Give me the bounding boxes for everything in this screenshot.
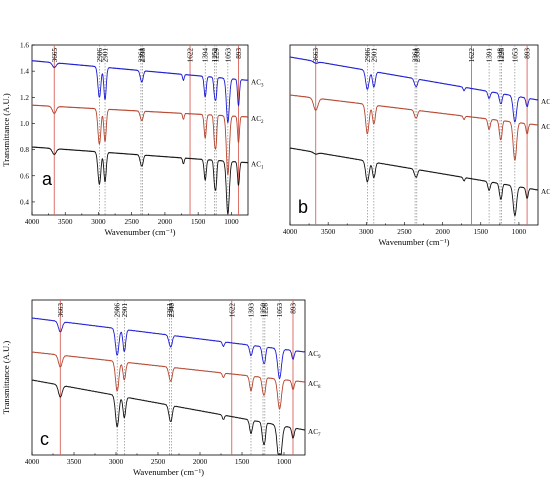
x-tick-label: 3500 [321, 228, 336, 236]
x-axis-title: Wavenumber (cm⁻¹) [133, 467, 204, 477]
series-label: AC5 [541, 123, 550, 133]
peak-marker-label: 1053 [224, 48, 232, 63]
y-tick-label: 1.4 [20, 68, 29, 76]
peak-marker-label: 1394 [202, 48, 210, 63]
x-axis-title: Wavenumber (cm⁻¹) [378, 237, 449, 247]
x-tick-label: 2500 [397, 228, 412, 236]
series-label: AC6 [541, 98, 550, 108]
peak-marker-label: 3663 [312, 48, 320, 63]
peak-marker-label: 2361 [412, 48, 420, 63]
peak-marker-label: 1393 [247, 303, 255, 318]
y-tick-label: 0.8 [20, 146, 29, 154]
x-tick-label: 1000 [224, 218, 239, 226]
peak-marker-label: 1391 [486, 48, 494, 63]
x-tick-label: 2500 [125, 218, 140, 226]
series-line-ac6 [289, 56, 539, 123]
x-tick-label: 4000 [25, 458, 40, 466]
series-line-ac5 [289, 94, 539, 161]
y-tick-label: 1.0 [20, 120, 29, 128]
y-tick-label: 1.2 [20, 94, 29, 102]
series-line-ac3 [31, 60, 249, 123]
series-label: AC7 [308, 428, 321, 438]
peak-marker-label: 893 [235, 48, 243, 59]
peak-marker-label: 2361 [137, 48, 145, 63]
y-tick-label: 0.6 [20, 172, 29, 180]
peak-marker-label: 1248 [496, 48, 504, 63]
peak-marker-label: 2338 [139, 48, 147, 63]
x-tick-label: 1500 [474, 228, 489, 236]
x-tick-label: 4000 [25, 218, 40, 226]
peak-marker-label: 2338 [413, 48, 421, 63]
peak-marker-label: 2340 [168, 303, 176, 318]
x-tick-label: 1500 [191, 218, 206, 226]
x-tick-label: 1000 [512, 228, 527, 236]
peak-marker-label: 1622 [187, 48, 195, 63]
x-axis-title: Wavenumber (cm⁻¹) [104, 227, 175, 237]
y-axis-title: Transmittance (A.U.) [1, 341, 11, 415]
peak-marker-label: 2986 [96, 48, 104, 63]
series-label: AC3 [251, 78, 264, 88]
series-line-ac2 [31, 104, 249, 176]
peak-marker-label: 1053 [276, 303, 284, 318]
peak-marker-label: 1053 [511, 48, 519, 63]
peak-marker-label: 1229 [213, 48, 221, 63]
panel-c: 4000 3500 3000 2500 2000 1500 1000 Wavenumber (… [1, 299, 321, 477]
series-line-ac9 [31, 317, 306, 379]
panel-label: b [298, 197, 308, 217]
y-axis-title: Transmittance (A.U.) [1, 93, 11, 167]
series-label: AC1 [251, 161, 264, 171]
plot-frame [31, 299, 306, 456]
panel-a: 4000 3500 3000 2500 2000 1500 1000 0.4 0.6 0.8 1.0… [1, 42, 264, 238]
peak-marker-label: 1228 [498, 48, 506, 63]
x-tick-label: 2000 [435, 228, 450, 236]
peak-marker-label: 2901 [102, 48, 110, 63]
series-line-ac8 [31, 351, 306, 410]
x-tick-label: 2000 [158, 218, 173, 226]
peak-marker-label: 2986 [114, 303, 122, 318]
peak-marker-label: 893 [524, 48, 532, 59]
peak-marker-label: 2361 [166, 303, 174, 318]
plot-frame [289, 44, 539, 226]
panel-b: 4000 3500 3000 2500 2000 1500 1000 Wavenumber (… [283, 44, 550, 247]
peak-marker-label: 3665 [51, 48, 59, 63]
y-tick-label: 1.6 [20, 42, 29, 50]
panel-label: a [42, 169, 53, 189]
peak-marker-label: 1228 [261, 303, 269, 318]
peak-marker-label: 1250 [260, 303, 268, 318]
peak-marker-label: 1252 [211, 48, 219, 63]
x-tick-label: 2000 [193, 458, 208, 466]
x-tick-label: 3500 [67, 458, 82, 466]
peak-marker-label: 3663 [57, 303, 65, 318]
series-line-ac7 [31, 379, 305, 455]
x-tick-label: 3000 [109, 458, 124, 466]
series-label: AC9 [308, 350, 321, 360]
x-tick-label: 1500 [235, 458, 250, 466]
x-tick-label: 3000 [359, 228, 374, 236]
y-tick-label: 0.4 [20, 198, 29, 206]
peak-marker-label: 893 [289, 303, 297, 314]
plot-frame [31, 44, 249, 216]
series-line-ac4 [289, 147, 538, 217]
peak-marker-label: 1622 [228, 303, 236, 318]
series-line-ac1 [31, 146, 249, 215]
x-tick-label: 2500 [151, 458, 166, 466]
panel-label: c [40, 429, 49, 449]
peak-marker-label: 2986 [364, 48, 372, 63]
x-tick-label: 3500 [58, 218, 73, 226]
x-tick-label: 4000 [283, 228, 298, 236]
series-label: AC8 [308, 380, 321, 390]
x-tick-label: 1000 [277, 458, 292, 466]
series-label: AC4 [541, 188, 550, 198]
x-tick-label: 3000 [91, 218, 106, 226]
peak-marker-label: 2901 [370, 48, 378, 63]
series-label: AC2 [251, 115, 264, 125]
peak-marker-label: 1622 [468, 48, 476, 63]
peak-marker-label: 2901 [121, 303, 129, 318]
